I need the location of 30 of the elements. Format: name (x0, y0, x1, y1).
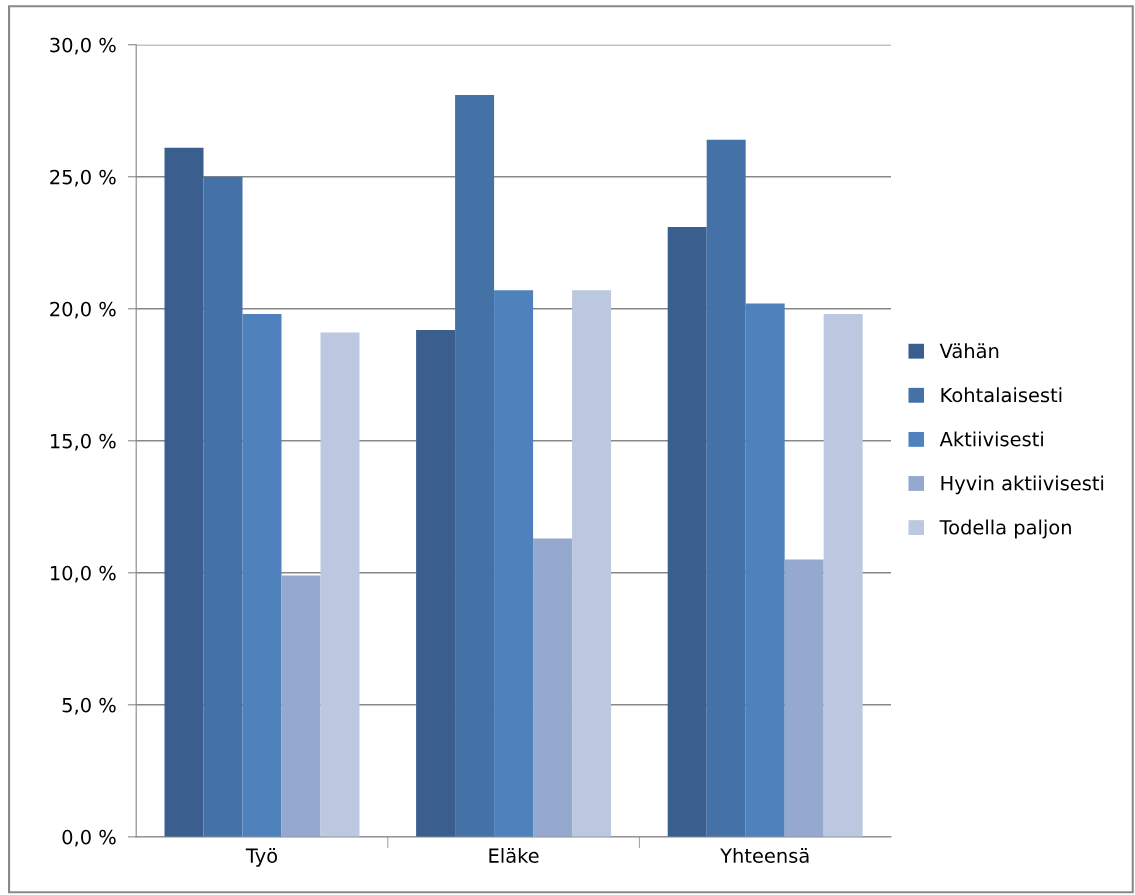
bar (706, 139, 746, 837)
y-tick-label: 15,0 % (50, 433, 116, 451)
bar (533, 538, 573, 837)
legend-label: Aktiivisesti (939, 431, 1043, 447)
bar (164, 147, 204, 837)
bar (416, 329, 456, 837)
legend-label: Todella paljon (939, 519, 1071, 539)
y-tick-label: 5,0 % (62, 697, 116, 715)
legend-label: Kohtalaisesti (941, 387, 1062, 403)
x-tick-label: Yhteensä (720, 847, 809, 863)
bar (784, 559, 824, 837)
bar (745, 303, 785, 837)
bar (494, 290, 534, 837)
x-tick-label: Eläke (489, 847, 539, 863)
bar (667, 226, 707, 837)
bar (281, 575, 321, 837)
legend-label: Hyvin aktiivisesti (941, 475, 1104, 495)
y-tick-label: 20,0 % (50, 301, 116, 319)
bar (242, 314, 282, 837)
bar (572, 290, 612, 837)
legend-label: Vähän (939, 343, 999, 359)
y-tick-label: 25,0 % (50, 169, 116, 187)
bar (823, 314, 863, 837)
y-tick-label: 10,0 % (50, 565, 116, 583)
bar (320, 332, 360, 837)
y-tick-label: 0,0 % (62, 829, 116, 847)
bar (455, 94, 495, 837)
y-tick-label: 30,0 % (50, 37, 116, 55)
bar (203, 176, 243, 837)
x-tick-label: Työ (245, 847, 278, 867)
